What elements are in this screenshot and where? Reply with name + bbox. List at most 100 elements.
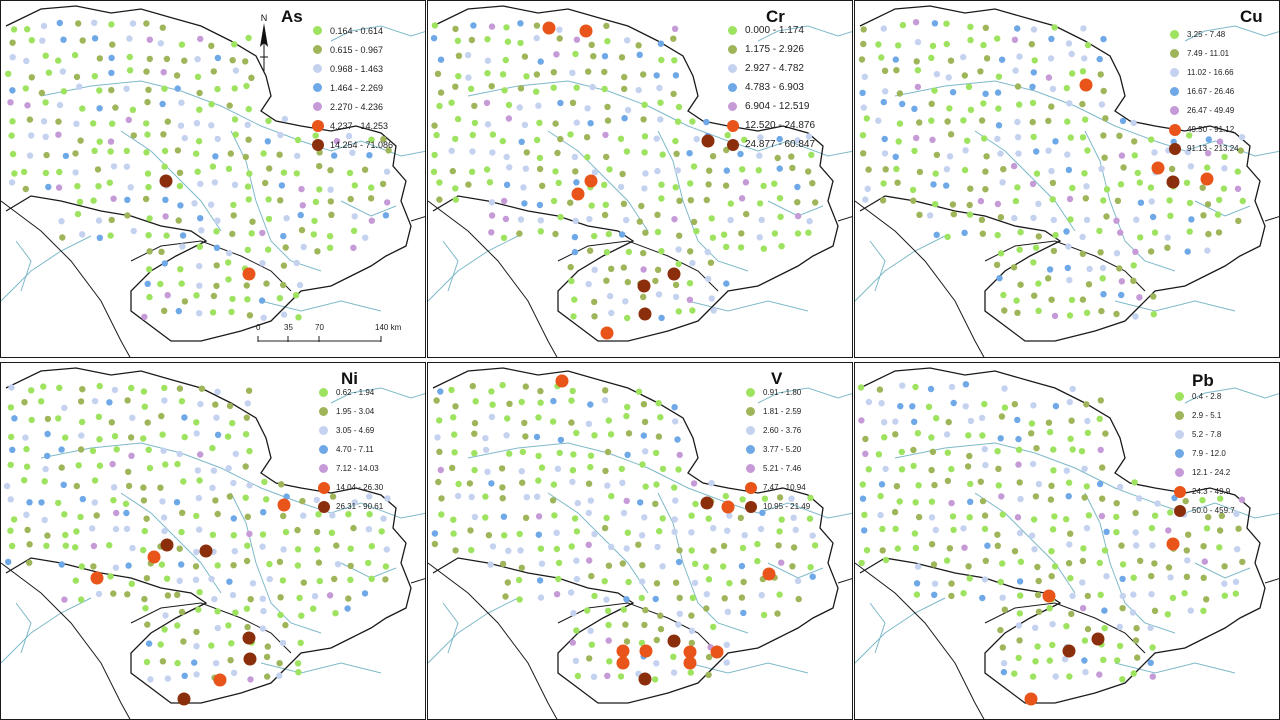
sample-point <box>174 622 181 629</box>
sample-point <box>517 20 524 27</box>
sample-point <box>556 26 563 33</box>
sample-point <box>865 398 873 406</box>
sample-point <box>1032 244 1040 251</box>
sample-point <box>1011 548 1019 555</box>
sample-point <box>242 153 249 161</box>
sample-point <box>623 545 630 552</box>
sample-point <box>1011 214 1018 222</box>
sample-point <box>948 383 956 391</box>
legend-item: 12.520 - 24.876 <box>727 116 815 135</box>
sample-point <box>625 578 632 586</box>
sample-point <box>161 260 168 267</box>
sample-point <box>640 266 647 273</box>
sample-point <box>484 121 492 128</box>
sample-point <box>659 151 666 158</box>
sample-point <box>739 166 746 173</box>
sample-point <box>927 385 935 393</box>
sample-point <box>245 105 252 113</box>
sample-point <box>674 167 681 174</box>
sample-point <box>859 481 866 488</box>
sample-point <box>90 197 97 204</box>
sample-point <box>28 37 35 44</box>
sample-point <box>1232 590 1239 597</box>
river-line <box>1114 662 1236 674</box>
sample-point <box>658 181 665 188</box>
sample-point <box>893 483 901 490</box>
sample-point <box>214 608 221 615</box>
sample-point <box>638 639 646 647</box>
sample-point <box>1136 294 1143 301</box>
legend-label: 1.95 - 3.04 <box>336 407 375 416</box>
sample-point <box>244 542 251 549</box>
sample-point <box>1200 574 1207 581</box>
sample-point <box>1096 480 1104 488</box>
sample-point <box>78 418 86 426</box>
sample-point <box>947 131 955 138</box>
sample-point <box>1164 611 1171 618</box>
sample-point <box>1116 132 1123 139</box>
sample-point <box>213 262 220 269</box>
sample-point <box>517 547 524 554</box>
map-ni <box>1 367 425 719</box>
sample-point <box>878 54 885 61</box>
sample-point <box>500 234 508 241</box>
sample-point <box>788 153 795 160</box>
sample-point <box>191 659 198 666</box>
sample-point <box>279 577 287 584</box>
sample-point <box>503 181 511 188</box>
sample-point <box>484 36 491 43</box>
sample-point <box>76 83 83 90</box>
sample-point <box>656 84 663 92</box>
sample-point <box>112 104 119 111</box>
sample-point <box>126 67 134 74</box>
sample-point <box>721 595 728 602</box>
sample-point <box>483 166 491 173</box>
sample-point <box>914 430 922 437</box>
sample-point <box>1079 296 1087 303</box>
legend-v: 0.91 - 1.80 1.81 - 2.59 2.60 - 3.76 3.77 - … <box>745 383 810 516</box>
sample-point <box>227 657 234 664</box>
sample-point <box>672 137 679 145</box>
sample-point <box>265 196 272 203</box>
sample-point <box>38 499 45 506</box>
sample-point <box>624 529 631 536</box>
sample-point <box>294 526 301 534</box>
sample-point <box>536 119 543 127</box>
sample-point <box>276 558 284 565</box>
sample-point <box>72 577 80 584</box>
sample-point <box>96 138 103 145</box>
river-line <box>15 240 32 292</box>
sample-point <box>280 512 287 520</box>
sample-point <box>435 478 442 486</box>
sample-point <box>143 575 151 582</box>
sample-point <box>517 39 524 47</box>
sample-point <box>516 530 523 538</box>
legend-swatch <box>728 45 737 54</box>
sample-point <box>282 621 289 629</box>
sample-point <box>620 200 628 207</box>
sample-point <box>24 526 31 534</box>
sample-point <box>225 165 233 172</box>
sample-point <box>1100 35 1107 43</box>
legend-item: 4.70 - 7.11 <box>319 440 383 459</box>
sample-point <box>1117 483 1124 491</box>
sample-point <box>722 492 729 500</box>
sample-point <box>724 608 731 615</box>
sample-point <box>1014 309 1021 316</box>
sample-point <box>95 413 103 420</box>
sample-point <box>742 179 750 186</box>
sample-point <box>79 386 86 393</box>
sample-point <box>1099 275 1106 282</box>
sample-point <box>281 115 289 123</box>
legend-swatch <box>1170 68 1179 77</box>
sample-point <box>1081 55 1088 62</box>
sample-point <box>962 381 970 388</box>
sample-point <box>675 260 682 268</box>
sample-point <box>488 199 496 206</box>
sample-point <box>572 657 580 664</box>
sample-point <box>1130 277 1137 284</box>
sample-point <box>675 103 683 111</box>
sample-point <box>1233 510 1240 517</box>
sample-point <box>1051 24 1058 31</box>
sample-point <box>297 639 304 646</box>
